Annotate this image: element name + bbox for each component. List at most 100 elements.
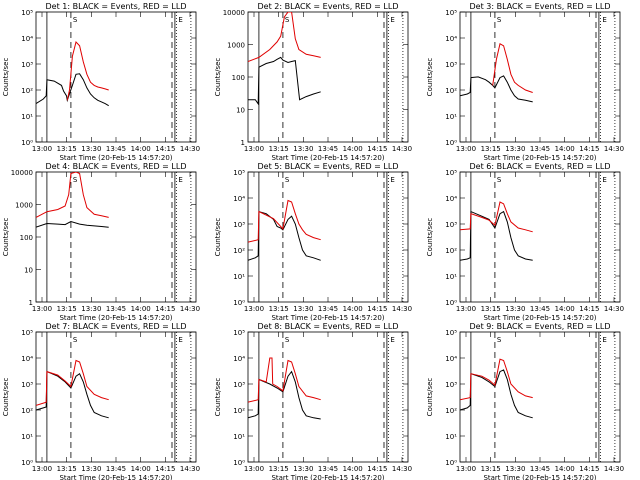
y-tick-label: 10⁵ (445, 169, 457, 177)
x-tick-label: 14:00 (343, 465, 363, 473)
detector-panel-4: Det 4: BLACK = Events, RED = LLD 1 10 100 10… (2, 162, 200, 322)
series-group (460, 201, 533, 261)
x-tick-label: 14:15 (367, 305, 387, 313)
marker-label: E (390, 176, 394, 184)
marker-label: S (73, 16, 78, 24)
detector-panel-9: Det 9: BLACK = Events, RED = LLD 10⁰ 10¹ 10… (426, 322, 624, 480)
series-line-lld (248, 357, 321, 403)
chart-title: Det 5: BLACK = Events, RED = LLD (258, 162, 399, 171)
y-tick-label: 1 (29, 299, 33, 307)
y-tick-label: 10 (24, 267, 33, 275)
y-tick-label: 10¹ (233, 433, 245, 441)
x-axis-label: Start Time (20-Feb-15 14:57:20) (271, 314, 384, 322)
x-tick-label: 14:00 (555, 305, 575, 313)
x-tick-label: 14:30 (180, 305, 200, 313)
y-tick-label: 10⁴ (445, 35, 457, 43)
y-tick-label: 10² (21, 87, 33, 95)
y-tick-label: 100 (20, 234, 33, 242)
x-tick-label: 13:30 (505, 465, 525, 473)
x-tick-label: 13:45 (318, 145, 338, 153)
y-axis-label: Counts/sec (426, 58, 434, 97)
y-tick-label: 10³ (445, 381, 457, 389)
x-axis-label: Start Time (20-Feb-15 14:57:20) (271, 154, 384, 162)
y-tick-label: 1000 (227, 42, 245, 50)
y-axis-label: Counts/sec (2, 58, 10, 97)
x-tick-label: 14:30 (604, 145, 624, 153)
y-tick-label: 10⁰ (445, 299, 457, 307)
plot-frame (247, 11, 409, 143)
marker-label: S (497, 336, 502, 344)
series-group (248, 12, 321, 106)
x-tick-label: 14:15 (155, 465, 175, 473)
y-tick-label: 10⁵ (445, 9, 457, 17)
y-tick-label: 10⁰ (233, 459, 245, 467)
y-axis-label: Counts/sec (214, 218, 222, 257)
x-tick-label: 14:15 (367, 465, 387, 473)
x-axis-label: Start Time (20-Feb-15 14:57:20) (483, 314, 596, 322)
y-tick-label: 10⁰ (445, 459, 457, 467)
y-tick-label: 10² (445, 247, 457, 255)
y-tick-label: 10¹ (445, 433, 457, 441)
y-tick-label: 10000 (223, 9, 245, 17)
series-line-events (36, 220, 109, 228)
detector-panel-5: Det 5: BLACK = Events, RED = LLD 10⁰ 10¹ 10… (214, 162, 412, 322)
plot-frame (459, 11, 621, 143)
x-tick-label: 13:15 (57, 305, 77, 313)
detector-panel-1: Det 1: BLACK = Events, RED = LLD 10⁰ 10¹ 10… (2, 2, 200, 162)
x-tick-label: 14:30 (392, 465, 412, 473)
y-tick-label: 10⁰ (233, 299, 245, 307)
plot-frame (35, 171, 197, 303)
y-tick-label: 10⁵ (445, 329, 457, 337)
y-axis-label: Counts/sec (2, 378, 10, 417)
x-tick-label: 13:30 (81, 305, 101, 313)
x-tick-label: 13:15 (57, 145, 77, 153)
x-tick-label: 13:45 (318, 465, 338, 473)
y-tick-label: 10³ (233, 381, 245, 389)
x-tick-label: 13:15 (481, 145, 501, 153)
x-tick-label: 13:30 (505, 145, 525, 153)
x-tick-label: 13:45 (106, 305, 126, 313)
series-line-events (248, 56, 321, 106)
series-line-lld (66, 40, 109, 101)
y-tick-label: 10³ (445, 221, 457, 229)
y-tick-label: 10¹ (21, 433, 33, 441)
x-tick-label: 13:45 (530, 465, 550, 473)
x-tick-label: 14:30 (604, 305, 624, 313)
y-tick-label: 10³ (233, 221, 245, 229)
chart-title: Det 9: BLACK = Events, RED = LLD (470, 322, 611, 331)
y-tick-label: 10⁴ (445, 355, 457, 363)
x-tick-label: 14:00 (131, 145, 151, 153)
x-tick-label: 13:00 (244, 465, 264, 473)
x-tick-label: 13:15 (57, 465, 77, 473)
x-tick-label: 13:00 (456, 305, 476, 313)
x-tick-label: 14:00 (131, 305, 151, 313)
x-tick-label: 14:30 (392, 305, 412, 313)
chart-title: Det 3: BLACK = Events, RED = LLD (470, 2, 611, 11)
y-tick-label: 10¹ (445, 273, 457, 281)
y-axis-label: Counts/sec (426, 218, 434, 257)
x-tick-label: 13:15 (269, 305, 289, 313)
x-tick-label: 14:15 (579, 465, 599, 473)
x-axis-label: Start Time (20-Feb-15 14:57:20) (271, 474, 384, 480)
x-tick-label: 13:45 (530, 145, 550, 153)
x-tick-label: 13:15 (481, 305, 501, 313)
marker-label: E (602, 336, 606, 344)
x-tick-label: 13:30 (293, 305, 313, 313)
detector-panel-6: Det 6: BLACK = Events, RED = LLD 10⁰ 10¹ 10… (426, 162, 624, 322)
x-tick-label: 13:00 (244, 145, 264, 153)
series-line-lld (248, 12, 321, 62)
x-tick-label: 14:15 (155, 305, 175, 313)
chart-title: Det 8: BLACK = Events, RED = LLD (258, 322, 399, 331)
x-tick-label: 13:30 (293, 465, 313, 473)
y-tick-label: 10⁵ (233, 169, 245, 177)
marker-label: E (178, 336, 182, 344)
x-tick-label: 13:00 (32, 145, 52, 153)
x-tick-label: 14:00 (131, 465, 151, 473)
series-line-lld (36, 359, 109, 406)
x-tick-label: 13:30 (293, 145, 313, 153)
plot-frame (459, 171, 621, 303)
x-tick-label: 14:15 (579, 145, 599, 153)
chart-title: Det 6: BLACK = Events, RED = LLD (470, 162, 611, 171)
detector-panel-8: Det 8: BLACK = Events, RED = LLD 10⁰ 10¹ 10… (214, 322, 412, 480)
